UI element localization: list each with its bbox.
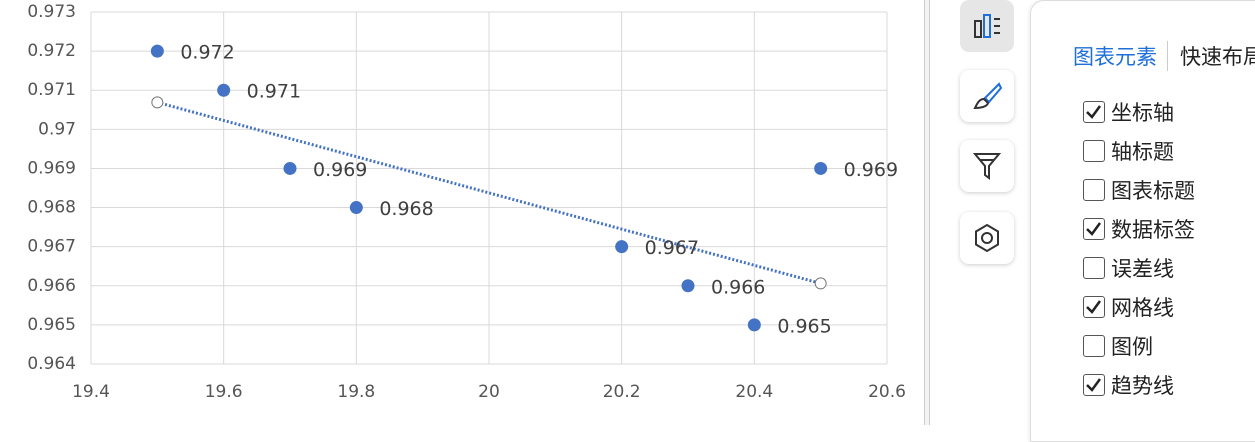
point [150, 44, 164, 58]
icon [974, 14, 1000, 38]
check-mark [1086, 222, 1102, 236]
chart-elements-button[interactable] [960, 0, 1014, 52]
checkbox-label: 轴标题 [1111, 140, 1174, 164]
trendline-end [814, 277, 827, 290]
checkbox-label: 数据标签 [1111, 218, 1195, 242]
checkbox[interactable] [1083, 179, 1105, 201]
point [283, 161, 297, 175]
icon [973, 82, 1003, 110]
checkbox-label: 图例 [1111, 335, 1153, 359]
checkbox[interactable] [1083, 296, 1105, 318]
y-tick-label: 0.965 [27, 315, 76, 335]
checkbox-item[interactable]: 图例 [1083, 331, 1153, 361]
tab[interactable]: 图表元素 [1073, 41, 1168, 71]
checkbox[interactable] [1083, 101, 1105, 123]
icon [975, 223, 999, 253]
checkbox[interactable] [1083, 140, 1105, 162]
data-label: 0.968 [379, 198, 433, 220]
check-mark [1086, 105, 1102, 119]
x-tick-label: 20.2 [603, 382, 641, 402]
chart-filter-button[interactable] [960, 140, 1014, 192]
screen: 0.964 0.965 0.966 0.967 0.968 0.969 0.97 0.971 0… [27, 0, 1255, 442]
point [349, 201, 363, 215]
data-label: 0.965 [777, 315, 831, 337]
checkbox-item[interactable]: 坐标轴 [1083, 97, 1174, 127]
y-tick-label: 0.97 [38, 119, 76, 139]
checkbox-item[interactable]: 数据标签 [1083, 214, 1195, 244]
checkbox[interactable] [1083, 218, 1105, 240]
checkbox-item[interactable]: 趋势线 [1083, 370, 1174, 400]
checkbox[interactable] [1083, 257, 1105, 279]
point [814, 161, 828, 175]
x-tick-label: 20.6 [868, 382, 906, 402]
x-tick-label: 19.6 [205, 382, 243, 402]
x-tick-label: 20.4 [735, 382, 773, 402]
splitter [924, 0, 930, 425]
y-tick-label: 0.972 [27, 41, 76, 61]
y-tick-label: 0.969 [27, 158, 76, 178]
trendline [156, 100, 822, 285]
point [217, 83, 231, 97]
check-mark [1086, 378, 1102, 392]
checkbox-label: 趋势线 [1111, 374, 1174, 398]
chart-settings-button[interactable] [960, 212, 1014, 264]
checkbox[interactable] [1083, 335, 1105, 357]
checkbox[interactable] [1083, 374, 1105, 396]
checkbox-label: 误差线 [1111, 257, 1174, 281]
x-tick-label: 20 [478, 382, 500, 402]
point [747, 318, 761, 332]
y-tick-label: 0.967 [27, 237, 76, 257]
checkbox-label: 网格线 [1111, 296, 1174, 320]
trendline-end [151, 96, 164, 109]
checkbox-item[interactable]: 误差线 [1083, 253, 1174, 283]
data-label: 0.972 [180, 42, 234, 64]
y-tick-label: 0.973 [27, 2, 76, 22]
x-tick-label: 19.4 [72, 382, 110, 402]
chart: 0.964 0.965 0.966 0.967 0.968 0.969 0.97 0.971 0… [27, 2, 906, 402]
y-tick-label: 0.966 [27, 276, 76, 296]
tabs: 图表元素快速布局 [1073, 41, 1255, 71]
checkbox-item[interactable]: 轴标题 [1083, 136, 1174, 166]
point [615, 240, 629, 254]
data-label: 0.971 [247, 81, 301, 103]
y-tick-label: 0.964 [27, 354, 76, 374]
y-tick-label: 0.968 [27, 198, 76, 218]
data-label: 0.969 [313, 159, 367, 181]
checkbox-item[interactable]: 图表标题 [1083, 175, 1195, 205]
tab[interactable]: 快速布局 [1180, 45, 1255, 69]
chart-style-button[interactable] [960, 70, 1014, 122]
checkbox-item[interactable]: 网格线 [1083, 292, 1174, 322]
data-label: 0.967 [645, 237, 699, 259]
x-tick-label: 19.8 [337, 382, 375, 402]
checkbox-label: 图表标题 [1111, 179, 1195, 203]
y-tick-label: 0.971 [27, 80, 76, 100]
point [681, 279, 695, 293]
data-label: 0.966 [711, 276, 765, 298]
check-mark [1086, 300, 1102, 314]
data-label: 0.969 [844, 159, 898, 181]
checkbox-label: 坐标轴 [1111, 101, 1174, 125]
icon [972, 153, 1002, 180]
